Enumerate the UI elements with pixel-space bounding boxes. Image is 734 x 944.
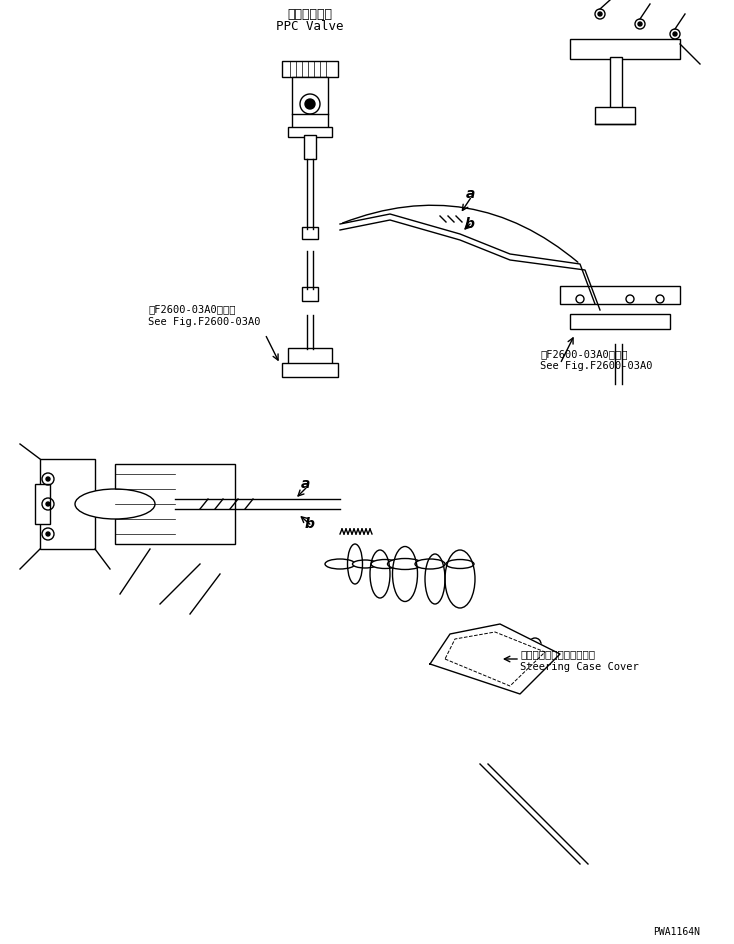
Ellipse shape <box>352 560 377 568</box>
Text: PWA1164N: PWA1164N <box>653 927 700 937</box>
Text: b: b <box>305 517 315 531</box>
Text: See Fig.F2600-03A0: See Fig.F2600-03A0 <box>148 317 261 327</box>
Bar <box>302 227 318 239</box>
Ellipse shape <box>415 559 445 569</box>
Polygon shape <box>430 624 560 694</box>
Bar <box>282 363 338 377</box>
Bar <box>560 286 680 304</box>
Ellipse shape <box>135 489 215 519</box>
Bar <box>304 135 316 159</box>
Text: a: a <box>300 477 310 491</box>
Circle shape <box>598 12 602 16</box>
Text: 第F2600-03A0図参照: 第F2600-03A0図参照 <box>148 304 236 314</box>
Text: a: a <box>465 187 475 201</box>
Bar <box>288 127 332 137</box>
Bar <box>570 314 670 329</box>
Ellipse shape <box>371 560 399 568</box>
Text: b: b <box>465 217 475 231</box>
Bar <box>282 61 338 77</box>
Circle shape <box>673 32 677 36</box>
Ellipse shape <box>388 559 423 569</box>
Bar <box>595 107 635 124</box>
Ellipse shape <box>325 559 355 569</box>
Text: PPC Valve: PPC Valve <box>276 20 344 32</box>
Circle shape <box>638 22 642 26</box>
Circle shape <box>46 532 50 536</box>
Text: ステアリングケースカバー: ステアリングケースカバー <box>520 649 595 659</box>
Text: 第F2600-03A0図参照: 第F2600-03A0図参照 <box>540 349 628 359</box>
Circle shape <box>46 502 50 506</box>
Text: See Fig.F2600-03A0: See Fig.F2600-03A0 <box>540 361 653 371</box>
Text: Steering Case Cover: Steering Case Cover <box>520 662 639 672</box>
Text: ＰＰＣバルブ: ＰＰＣバルブ <box>288 8 333 21</box>
Bar <box>288 348 332 364</box>
Ellipse shape <box>75 489 155 519</box>
Circle shape <box>305 99 315 109</box>
Circle shape <box>46 477 50 481</box>
Bar <box>570 39 680 59</box>
Bar <box>35 484 50 524</box>
Bar <box>115 464 235 544</box>
Bar <box>292 77 328 129</box>
Bar <box>40 459 95 549</box>
Ellipse shape <box>446 560 474 568</box>
Bar <box>302 287 318 301</box>
Bar <box>610 57 622 109</box>
